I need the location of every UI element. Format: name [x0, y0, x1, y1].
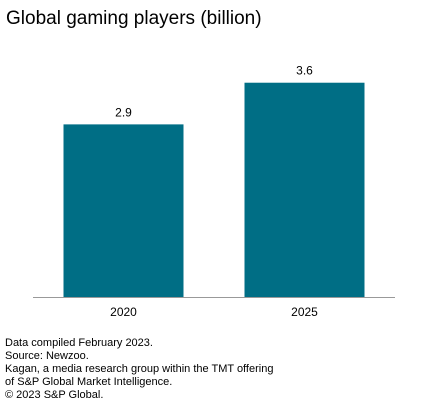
- data-label-2020: 2.9: [115, 105, 132, 119]
- bar-chart: 2.9 2020 3.6 2025: [33, 64, 395, 319]
- x-tick-2025: 2025: [291, 305, 318, 319]
- note-data-compiled: Data compiled February 2023.: [5, 337, 153, 349]
- bar-2025: [244, 82, 365, 297]
- data-label-2025: 3.6: [296, 64, 313, 78]
- note-kagan: Kagan, a media research group within the…: [5, 363, 274, 375]
- x-tick-2020: 2020: [110, 305, 137, 319]
- note-copyright: © 2023 S&P Global.: [5, 389, 104, 401]
- bar-2020: [63, 124, 184, 297]
- note-sp-global: of S&P Global Market Intelligence.: [5, 376, 173, 388]
- note-source: Source: Newzoo.: [5, 350, 89, 362]
- chart-notes: Data compiled February 2023. Source: New…: [5, 337, 273, 402]
- chart-title: Global gaming players (billion): [6, 8, 262, 29]
